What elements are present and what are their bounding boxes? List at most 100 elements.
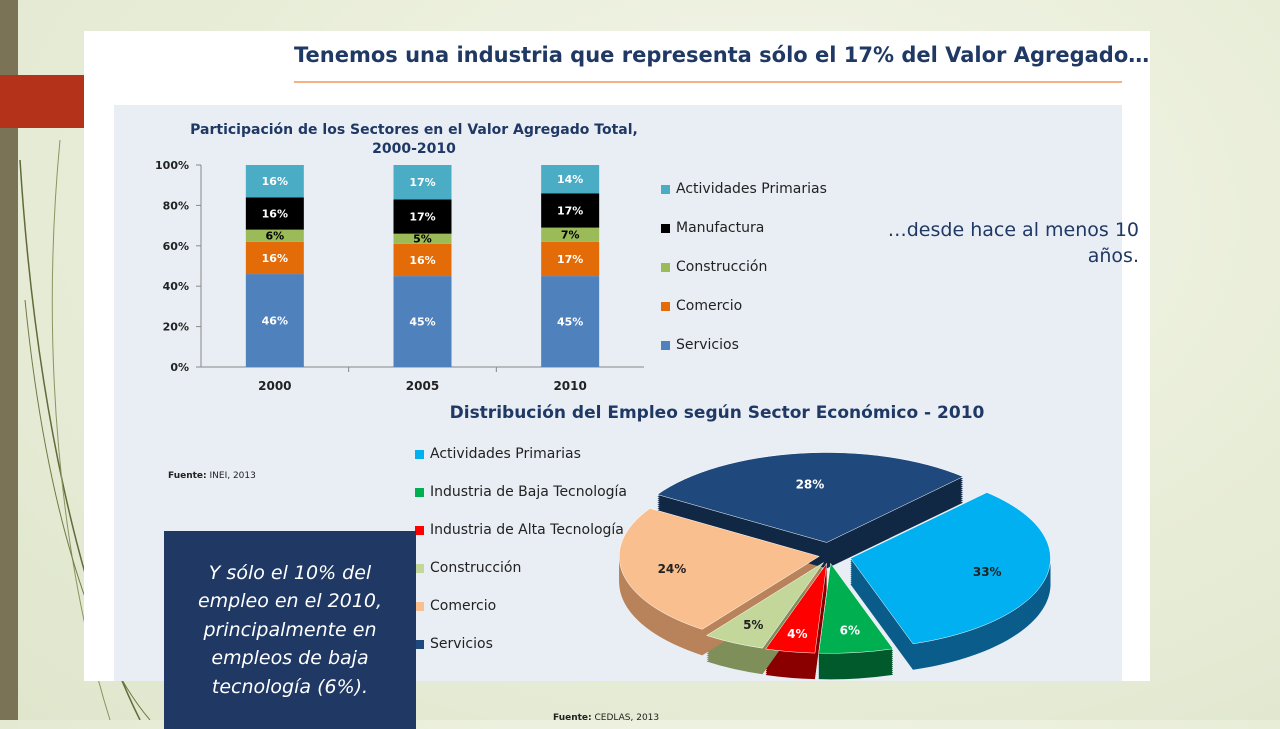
pie-data-label: 4% bbox=[787, 627, 807, 641]
bar-segment bbox=[541, 193, 600, 228]
bar-segment bbox=[245, 229, 304, 242]
legend-swatch bbox=[661, 262, 670, 272]
bar-data-label: 45% bbox=[409, 316, 435, 329]
bar-data-label: 14% bbox=[557, 173, 583, 186]
title-underline bbox=[294, 81, 1122, 83]
bar-data-label: 17% bbox=[557, 204, 583, 217]
legend-swatch bbox=[661, 340, 670, 350]
content-panel: Participación de los Sectores en el Valo… bbox=[114, 105, 1139, 729]
legend-item: Manufactura bbox=[661, 220, 764, 236]
legend-label: Actividades Primarias bbox=[676, 181, 827, 197]
bar-data-label: 17% bbox=[409, 211, 435, 224]
legend-label: Industria de Alta Tecnología bbox=[430, 522, 624, 538]
y-tick-label: 20% bbox=[163, 321, 189, 334]
bar-data-label: 16% bbox=[262, 175, 288, 188]
slide: Tenemos una industria que representa sól… bbox=[84, 31, 1150, 729]
bar-segment bbox=[393, 199, 452, 234]
bar-data-label: 46% bbox=[262, 315, 288, 328]
pie-slice bbox=[656, 452, 964, 543]
bar-segment bbox=[541, 241, 600, 277]
note-bottom: Y sólo el 10% del empleo en el 2010, pri… bbox=[197, 561, 383, 698]
bar-segment bbox=[393, 243, 452, 277]
charts-canvas: Participación de los Sectores en el Valo… bbox=[155, 122, 1051, 680]
bar-segment bbox=[393, 165, 452, 200]
bar-data-label: 6% bbox=[265, 230, 284, 243]
bar-data-label: 16% bbox=[409, 254, 435, 267]
legend-swatch bbox=[415, 487, 424, 497]
bar-segment bbox=[393, 276, 452, 367]
legend-swatch bbox=[415, 639, 424, 649]
bar-segment bbox=[541, 165, 600, 194]
bar-segment bbox=[245, 274, 304, 367]
slide-title: Tenemos una industria que representa sól… bbox=[294, 43, 1150, 67]
bar-data-label: 17% bbox=[409, 176, 435, 189]
accent-block bbox=[0, 75, 84, 128]
source-prefix: Fuente: bbox=[553, 713, 592, 723]
pie-chart-source: Fuente: CEDLAS, 2013 bbox=[553, 713, 659, 723]
x-tick-label: 2010 bbox=[553, 379, 586, 393]
legend-label: Construcción bbox=[676, 259, 768, 275]
legend-item: Industria de Alta Tecnología bbox=[415, 522, 624, 538]
note-top: …desde hace al menos 10 años. bbox=[887, 219, 1139, 267]
bar-chart-title: 2000-2010 bbox=[372, 141, 456, 157]
legend-swatch bbox=[415, 525, 424, 535]
legend-swatch bbox=[661, 184, 670, 194]
pie-data-label: 24% bbox=[658, 562, 687, 576]
y-tick-label: 40% bbox=[163, 280, 189, 293]
bar-data-label: 17% bbox=[557, 253, 583, 266]
pie-slice bbox=[818, 562, 894, 654]
left-decor-bar bbox=[0, 0, 18, 720]
legend-item: Servicios bbox=[661, 337, 739, 353]
bar-data-label: 7% bbox=[561, 229, 580, 242]
bar-segment bbox=[245, 241, 304, 275]
pie-chart-title: Distribución del Empleo según Sector Eco… bbox=[450, 403, 985, 423]
legend-item: Construcción bbox=[415, 560, 521, 576]
note-box: Y sólo el 10% del empleo en el 2010, pri… bbox=[164, 531, 416, 729]
source-text: CEDLAS, 2013 bbox=[594, 713, 660, 723]
y-tick-label: 0% bbox=[170, 361, 189, 374]
pie-data-label: 6% bbox=[840, 623, 860, 637]
pie-slice bbox=[850, 492, 1051, 645]
legend-item: Construcción bbox=[661, 259, 767, 275]
x-tick-label: 2005 bbox=[406, 379, 439, 393]
y-tick-label: 80% bbox=[163, 199, 189, 212]
y-tick-label: 60% bbox=[163, 240, 189, 253]
legend-swatch bbox=[415, 563, 424, 573]
legend-swatch bbox=[415, 601, 424, 611]
x-tick-label: 2000 bbox=[258, 379, 291, 393]
source-prefix: Fuente: bbox=[168, 471, 207, 481]
legend-item: Actividades Primarias bbox=[661, 181, 827, 197]
legend-item: Industria de Baja Tecnología bbox=[415, 484, 627, 500]
legend-label: Comercio bbox=[430, 598, 497, 614]
bar-data-label: 16% bbox=[262, 252, 288, 265]
bar-segment bbox=[245, 165, 304, 198]
bar-chart-source: Fuente: INEI, 2013 bbox=[168, 471, 256, 481]
bar-data-label: 5% bbox=[413, 233, 432, 246]
y-tick-label: 100% bbox=[155, 159, 189, 172]
pie-data-label: 33% bbox=[973, 565, 1002, 579]
bar-segment bbox=[393, 233, 452, 244]
legend-swatch bbox=[415, 449, 424, 459]
bar-segment bbox=[541, 276, 600, 367]
bar-data-label: 45% bbox=[557, 316, 583, 329]
legend-label: Servicios bbox=[430, 636, 493, 652]
legend-label: Construcción bbox=[430, 560, 522, 576]
pie-data-label: 5% bbox=[743, 618, 763, 632]
legend-label: Comercio bbox=[676, 298, 743, 314]
bar-data-label: 16% bbox=[262, 207, 288, 220]
legend-item: Comercio bbox=[661, 298, 742, 314]
bar-segment bbox=[541, 227, 600, 242]
legend-label: Actividades Primarias bbox=[430, 446, 581, 462]
bar-segment bbox=[245, 197, 304, 230]
legend-item: Servicios bbox=[415, 636, 493, 652]
legend-label: Servicios bbox=[676, 337, 739, 353]
pie-slice bbox=[618, 508, 820, 630]
pie-data-label: 28% bbox=[796, 477, 825, 491]
legend-label: Manufactura bbox=[676, 220, 765, 236]
pie-slice bbox=[706, 562, 824, 649]
bar-chart-title: Participación de los Sectores en el Valo… bbox=[190, 122, 638, 138]
legend-item: Comercio bbox=[415, 598, 496, 614]
legend-label: Industria de Baja Tecnología bbox=[430, 484, 628, 500]
legend-swatch bbox=[661, 223, 670, 233]
pie-slice bbox=[765, 563, 828, 654]
